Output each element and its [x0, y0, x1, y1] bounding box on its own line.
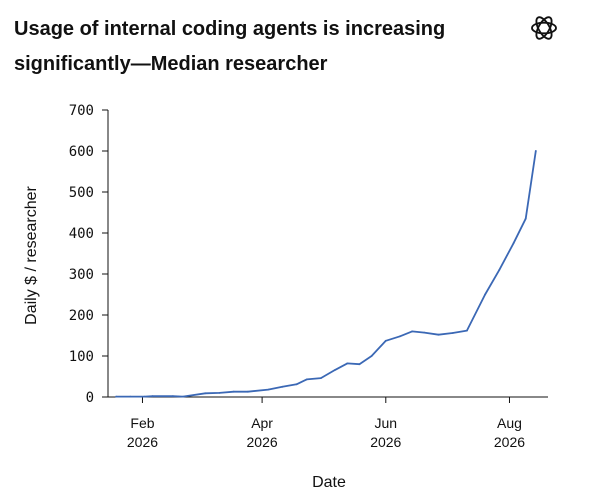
y-tick-label: 400 — [69, 226, 94, 242]
data-point — [484, 293, 486, 296]
y-axis: 0 100 200 300 400 500 600 700 — [69, 103, 109, 406]
data-point — [281, 385, 284, 388]
data-point — [115, 395, 117, 398]
data-point — [512, 242, 515, 245]
y-tick-label: 100 — [69, 349, 94, 365]
data-point — [247, 390, 249, 393]
data-point — [320, 377, 322, 379]
data-point — [534, 150, 537, 152]
data-point — [305, 378, 308, 381]
data-point — [267, 388, 270, 391]
data-point — [437, 333, 440, 336]
x-tick-month-label: Jun — [374, 415, 397, 431]
data-point — [384, 339, 387, 342]
data-point — [334, 369, 336, 371]
data-point — [370, 355, 373, 357]
data-point — [151, 395, 154, 398]
x-tick-year-label: 2026 — [127, 434, 158, 450]
x-tick-year-label: 2026 — [370, 434, 401, 450]
y-tick-label: 700 — [69, 103, 94, 119]
chart-title: Usage of internal coding agents is incre… — [14, 18, 446, 75]
x-tick-month-label: Apr — [251, 415, 273, 431]
data-point — [423, 331, 426, 334]
data-point — [218, 392, 221, 394]
y-axis-label: Daily $ / researcher — [23, 185, 40, 324]
data-point — [466, 329, 468, 332]
data-point — [411, 330, 413, 333]
openai-logo-icon — [531, 16, 557, 40]
y-tick-label: 0 — [86, 390, 94, 406]
data-point — [346, 362, 349, 365]
data-point — [182, 395, 184, 398]
x-tick-year-label: 2026 — [247, 434, 278, 450]
data-point — [358, 363, 361, 366]
data-point — [399, 335, 401, 338]
data-point — [498, 269, 501, 271]
series-group — [115, 150, 537, 398]
data-point — [295, 383, 298, 386]
x-axis-label: Date — [312, 474, 346, 491]
data-point — [524, 217, 527, 220]
y-tick-label: 200 — [69, 308, 94, 324]
data-point — [143, 395, 146, 398]
data-point — [129, 395, 132, 398]
series-line — [115, 150, 537, 398]
data-point — [204, 392, 207, 395]
data-point — [451, 332, 454, 334]
y-tick-label: 500 — [69, 185, 94, 201]
data-point — [232, 390, 235, 393]
x-tick-year-label: 2026 — [494, 434, 525, 450]
data-point — [172, 395, 174, 398]
x-tick-month-label: Feb — [130, 415, 154, 431]
x-tick-month-label: Aug — [497, 415, 522, 431]
y-tick-label: 600 — [69, 144, 94, 160]
x-axis: Feb 2026 Apr 2026 Jun 2026 Aug 2026 — [108, 396, 548, 450]
y-tick-label: 300 — [69, 267, 94, 283]
